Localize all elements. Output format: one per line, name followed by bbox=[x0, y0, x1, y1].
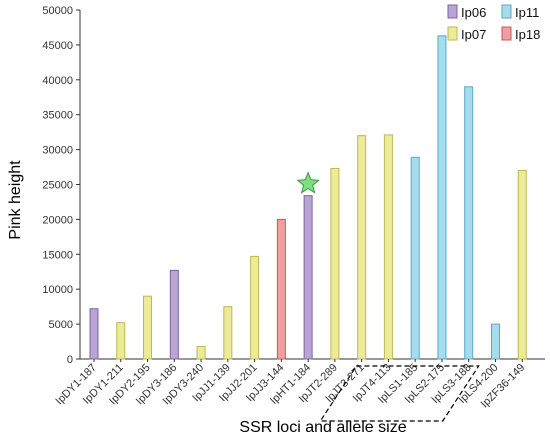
x-axis: IpDY1-187IpDY1-211IpDY2-195IpDY3-186IpDY… bbox=[53, 359, 527, 422]
bar-IpDY1-187 bbox=[89, 308, 99, 360]
y-tick-label: 25000 bbox=[42, 180, 73, 192]
bar-IpJT4-113 bbox=[383, 134, 393, 360]
bar-IpJT2-289 bbox=[330, 167, 340, 360]
legend-label-Ip06: Ip06 bbox=[461, 5, 486, 20]
bar-IpDY2-195 bbox=[143, 295, 153, 360]
bar-IpLS4-200 bbox=[490, 323, 500, 360]
legend: Ip06 Ip11 Ip07 Ip18 bbox=[447, 4, 540, 42]
bar-IpLS2-175 bbox=[437, 35, 447, 360]
y-tick-label: 5000 bbox=[49, 319, 73, 331]
bar-IpJT3-271 bbox=[357, 135, 367, 360]
y-tick-label: 40000 bbox=[42, 75, 73, 87]
dashed-highlight-box bbox=[319, 365, 480, 422]
bar-IpJJ1-139 bbox=[223, 306, 233, 360]
bar-IpDY3-240 bbox=[196, 345, 206, 360]
legend-swatch-Ip11 bbox=[501, 4, 512, 19]
y-tick-label: 45000 bbox=[42, 40, 73, 52]
y-tick-label: 0 bbox=[67, 354, 73, 366]
bar-IpLS1-185 bbox=[410, 156, 420, 360]
y-tick-label: 30000 bbox=[42, 145, 73, 157]
y-tick-label: 10000 bbox=[42, 284, 73, 296]
y-tick-label: 35000 bbox=[42, 110, 73, 122]
legend-swatch-Ip18 bbox=[501, 26, 512, 41]
legend-label-Ip11: Ip11 bbox=[515, 5, 539, 20]
bar-IpJJ3-144 bbox=[276, 218, 286, 360]
y-axis: 0 5000 10000 15000 20000 25000 30000 35000 40000… bbox=[42, 5, 545, 366]
legend-swatch-Ip07 bbox=[447, 26, 458, 41]
bar-series bbox=[89, 35, 527, 360]
y-axis-title: Pink height bbox=[7, 160, 24, 240]
y-tick-label: 15000 bbox=[42, 249, 73, 261]
legend-swatch-Ip06 bbox=[447, 4, 458, 19]
star-marker bbox=[296, 171, 320, 194]
bar-IpDY3-186 bbox=[169, 269, 179, 360]
bar-IpJJ2-201 bbox=[250, 255, 260, 360]
x-axis-title: SSR loci and allele size bbox=[239, 419, 406, 436]
y-tick-label: 20000 bbox=[42, 214, 73, 226]
bar-IpHT1-184 bbox=[303, 195, 313, 360]
y-tick-label: 50000 bbox=[42, 5, 73, 17]
bar-IpZF36-149 bbox=[517, 170, 527, 360]
legend-label-Ip07: Ip07 bbox=[461, 27, 486, 42]
legend-label-Ip18: Ip18 bbox=[515, 27, 540, 42]
bar-IpDY1-211 bbox=[116, 322, 126, 360]
bar-IpLS3-188 bbox=[464, 86, 474, 360]
